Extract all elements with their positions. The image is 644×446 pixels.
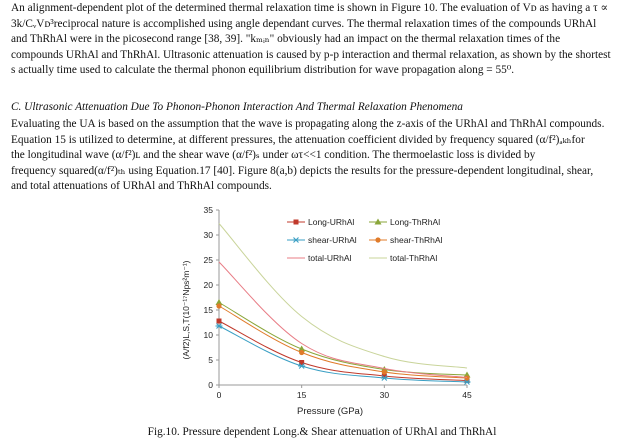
y-tick-label: 30 [204,230,214,240]
data-point-stroke [464,379,470,385]
data-point [215,299,223,305]
legend-item: total-URhAl [287,253,352,263]
y-tick-label: 10 [204,330,214,340]
series-shear-thrhal [216,303,470,381]
data-point-stroke [293,237,299,243]
series-total-urhal [218,261,468,378]
series-line [218,325,468,383]
data-point [292,237,300,243]
series-shear-urhal [215,323,471,385]
series-line [218,305,468,379]
data-point-stroke [381,375,388,381]
data-point [215,323,223,329]
x-tick-label: 45 [462,390,472,400]
x-tick-label: 30 [380,390,390,400]
data-point-stroke [298,363,305,369]
legend-item: Long-URhAl [287,217,354,227]
y-tick-label: 5 [208,355,213,365]
chart-axes: 0 5 10 15 20 25 30 35 0 15 30 45 [204,205,472,400]
y-axis-label: (A/f2)L,S,T(10⁻¹⁷Nps²m⁻¹) [181,260,191,359]
data-point-stroke [216,323,222,329]
x-tick-label: 0 [217,390,222,400]
x-axis-label: Pressure (GPa) [297,406,363,417]
data-point [298,345,306,352]
data-point [381,369,387,375]
data-point [381,373,387,379]
paragraph-2-line: the longitudinal wave (α/f²)ʟ and the sh… [11,149,536,161]
legend-item: shear-ThRhAl [369,235,443,245]
data-point [293,219,299,225]
y-tick-label: 25 [204,255,214,265]
paragraph-1-line: compounds URhAl and ThRhAl. Ultrasonic a… [11,48,611,61]
legend-label: shear-ThRhAl [390,235,443,245]
series-line [218,302,468,376]
series-line [218,261,468,378]
chart-series [215,223,471,385]
y-tick-label: 20 [204,280,214,290]
data-point [216,303,222,309]
section-heading: C. Ultrasonic Attenuation Due To Phonon-… [11,101,463,113]
paragraph-1: An alignment-dependent plot of the deter… [11,1,633,79]
data-point [380,375,388,381]
y-tick-label: 35 [204,205,214,215]
legend-label: total-URhAl [308,253,352,263]
attenuation-chart: 0 5 10 15 20 25 30 35 0 15 30 45 Long-URhAl Long-ThR… [181,205,472,417]
data-point [299,349,305,356]
y-tick-label: 0 [208,380,213,390]
data-point [463,371,471,378]
series-line [218,320,468,381]
paragraph-1-line: and ThRhAl were in the picosecond range … [11,33,561,45]
paragraph-1-line: An alignment-dependent plot of the deter… [11,2,609,14]
series-line [218,223,468,369]
y-tick-label: 15 [204,305,214,315]
legend-label: Long-ThRhAl [390,217,440,227]
chart-legend: Long-URhAl Long-ThRhAl shear-URhAl shear-Th… [287,217,443,263]
paragraph-2-line: and total attenuations of URhAl and ThRh… [11,180,272,192]
paragraph-2-line: Evaluating the UA is based on the assump… [11,118,605,130]
data-point [375,237,381,243]
series-total-thrhal [218,223,468,369]
paragraph-2: Evaluating the UA is based on the assump… [11,117,633,195]
figure-caption: Fig.10. Pressure dependent Long.& Shear … [147,426,497,438]
series-long-thrhal [215,299,471,378]
legend-item: total-ThRhAl [369,253,437,263]
data-point [298,363,306,369]
paragraph-2-line: frequency squared(α/f²)ₜₕ using Equation… [11,164,594,177]
data-point [374,218,382,225]
data-point [299,360,305,365]
paragraph-1-line: s actually time used to calculate the th… [11,64,515,76]
legend-label: Long-URhAl [308,217,354,227]
legend-label: total-ThRhAl [390,253,437,263]
legend-label: shear-URhAl [308,235,357,245]
legend-item: Long-ThRhAl [369,217,440,227]
x-tick-label: 15 [297,390,307,400]
data-point [463,379,471,385]
paragraph-1-line: 3k/CᵥVᴅ³reciprocal nature is accomplishe… [11,17,597,30]
data-point [464,375,470,381]
legend-item: shear-URhAl [287,235,357,245]
data-point [216,318,222,324]
paragraph-2-line: Equation 15 is utilized to determine, at… [11,133,585,146]
